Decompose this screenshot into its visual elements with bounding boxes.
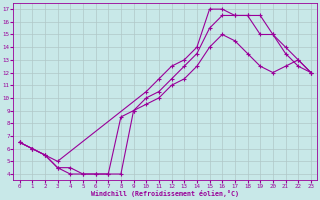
X-axis label: Windchill (Refroidissement éolien,°C): Windchill (Refroidissement éolien,°C) — [91, 190, 239, 197]
